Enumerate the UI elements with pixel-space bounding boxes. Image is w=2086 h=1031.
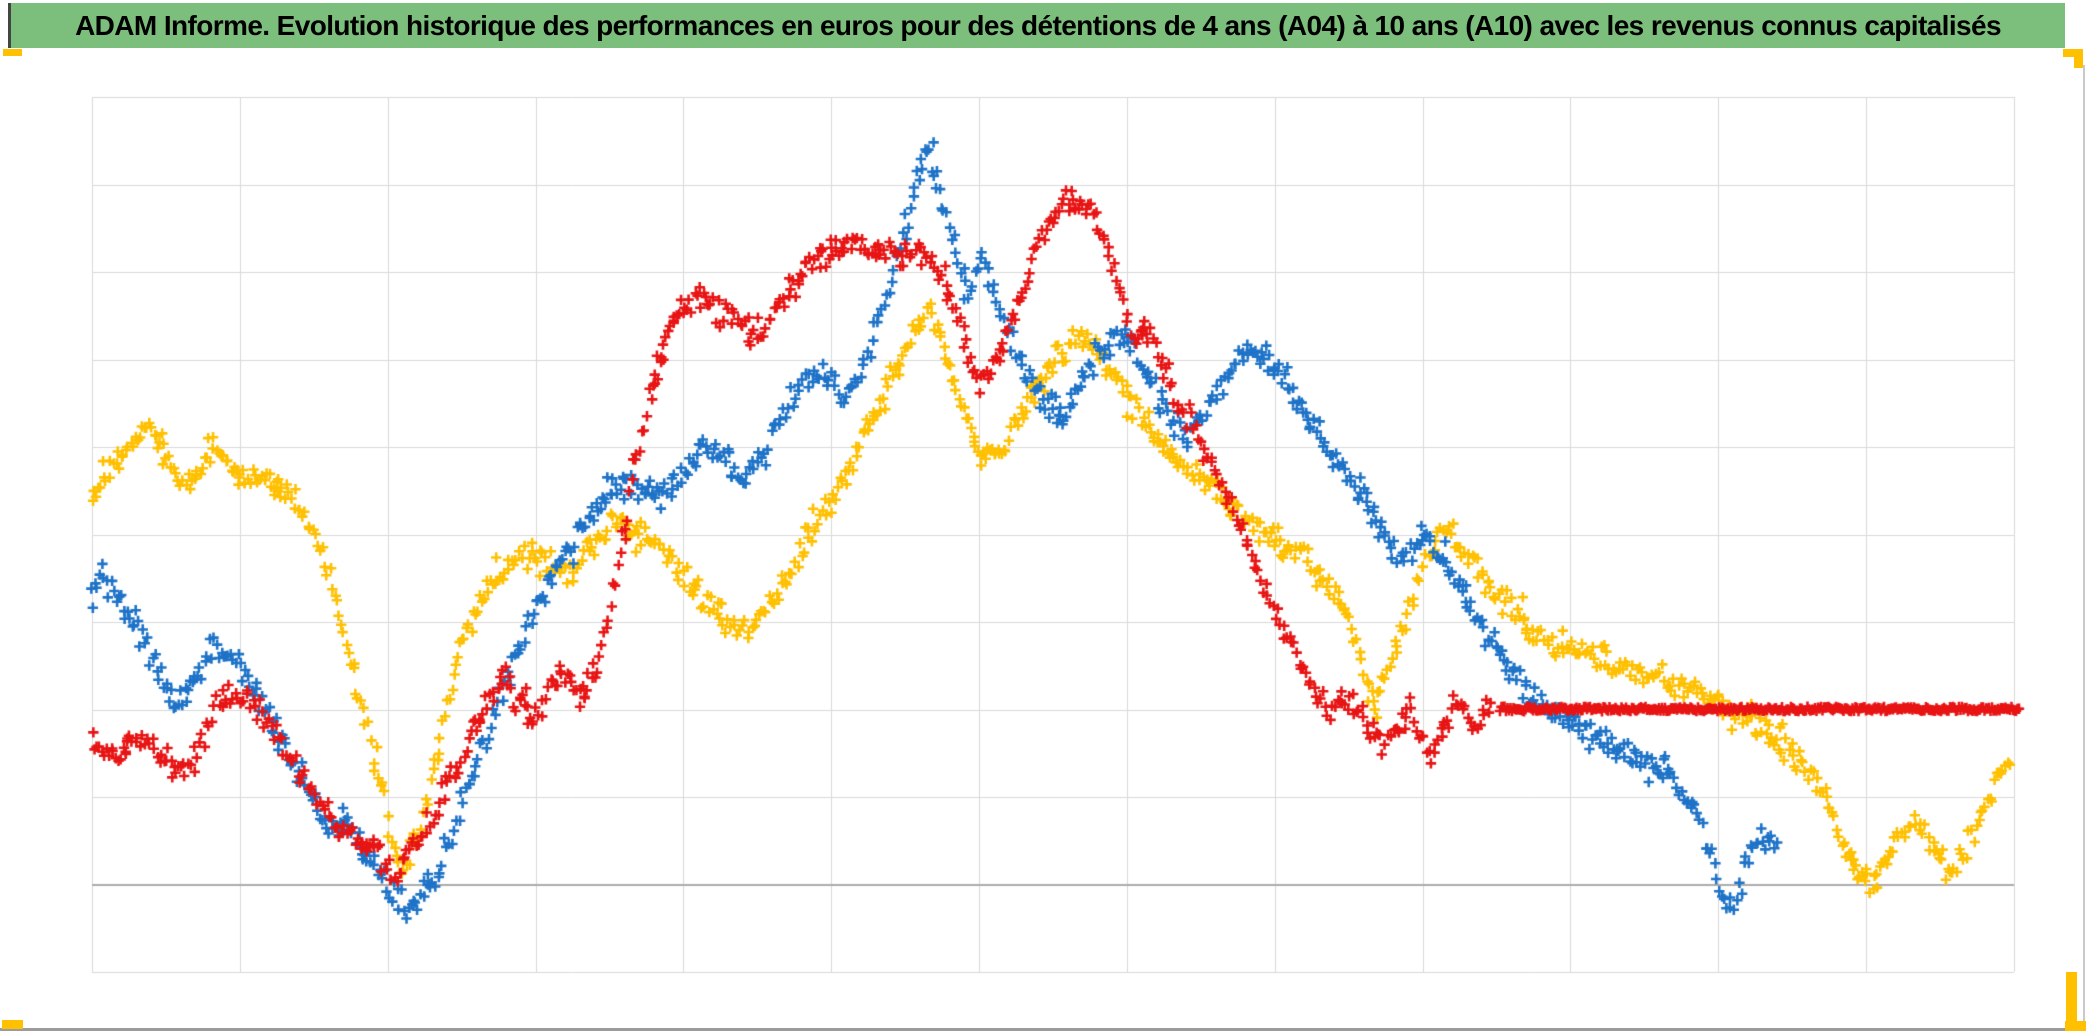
gold-accent-top-right-vertical [2074, 49, 2083, 68]
right-edge-line [2083, 65, 2085, 1028]
gold-accent-bottom-left [2, 1020, 23, 1029]
gold-accent-top-left [3, 49, 22, 56]
gold-accent-top-right-horizontal [2063, 49, 2083, 57]
chart-title: ADAM Informe. Evolution historique des p… [75, 9, 2001, 41]
chart-title-bar: ADAM Informe. Evolution historique des p… [8, 3, 2065, 48]
gold-accent-bottom-right-vertical [2066, 972, 2077, 1031]
gold-accent-bottom-right-horizontal [2065, 1021, 2086, 1031]
bottom-divider-line [0, 1028, 2086, 1031]
